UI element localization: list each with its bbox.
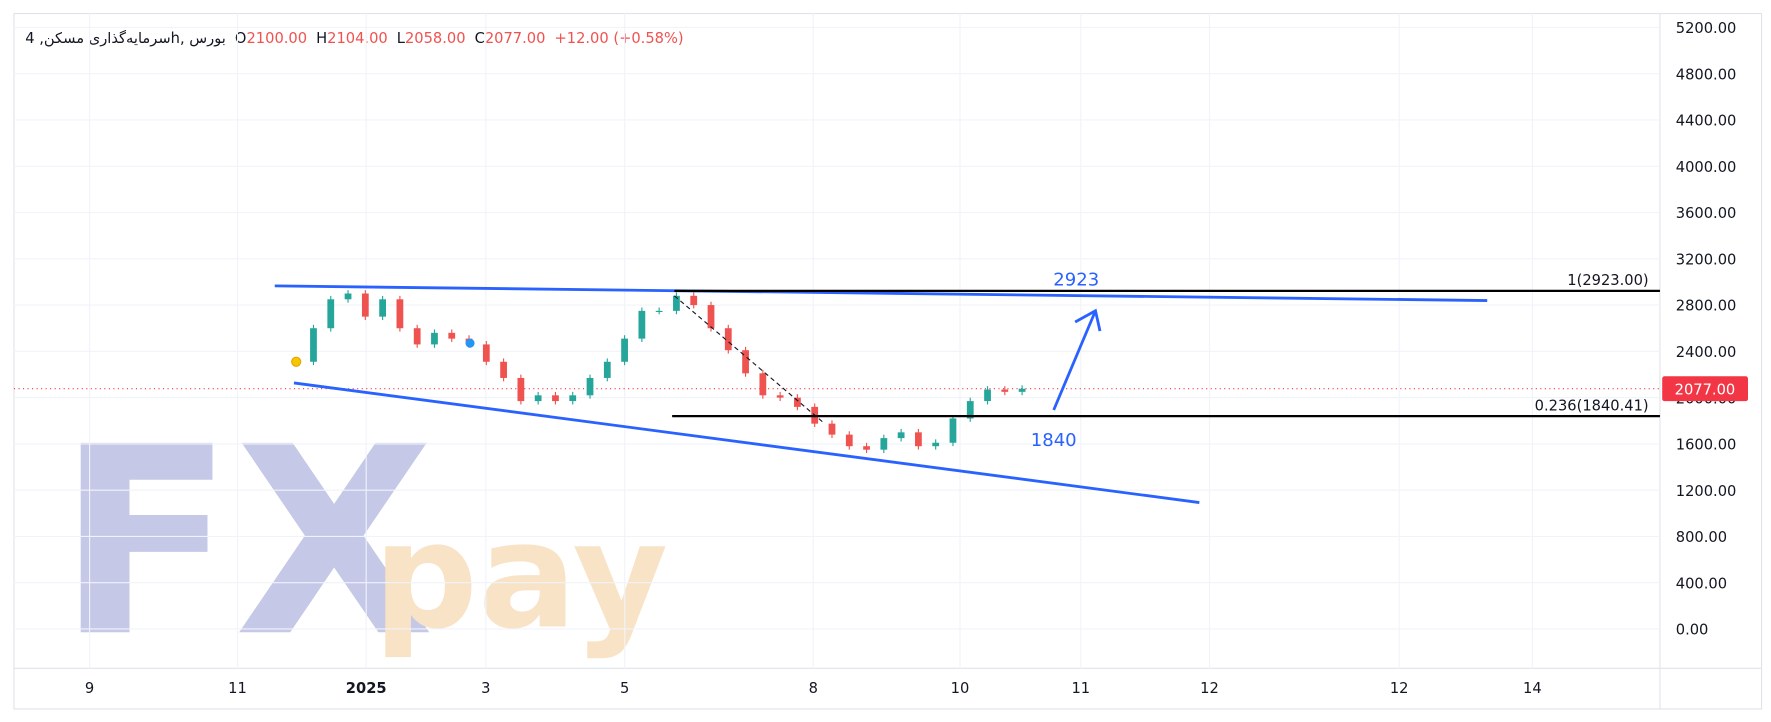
y-tick-label: 400.00 (1676, 575, 1727, 592)
symbol: سرمایه‌گذاری مسکن, 4h, بورس (25, 29, 226, 47)
ohlc-key: O (235, 30, 247, 47)
y-tick-label: 4800.00 (1676, 66, 1737, 83)
x-tick-label: 9 (85, 680, 94, 697)
marker (465, 338, 475, 348)
candle-body (569, 395, 577, 402)
frame (13, 12, 1763, 710)
x-tick-label: 5 (620, 680, 629, 697)
header: سرمایه‌گذاری مسکن, 4h, بورس O2100.00 H2104… (25, 29, 683, 47)
candle-body (794, 397, 801, 407)
candle-body (379, 299, 387, 317)
candle-body (638, 310, 646, 339)
y-tick-label: 5200.00 (1676, 20, 1737, 37)
fib-label: 0.236(1840.41) (1535, 397, 1649, 414)
y-tick-label: 3600.00 (1676, 205, 1737, 222)
y-tick-label: 1200.00 (1676, 483, 1737, 500)
candle-body (482, 344, 490, 362)
trendline (274, 284, 1488, 302)
candle-body (845, 434, 853, 447)
ohlc-value: 2077.00 (485, 30, 546, 47)
candle-body (759, 373, 767, 396)
candle-body (690, 295, 698, 306)
candle-body (534, 395, 542, 402)
candle-body (396, 299, 404, 329)
x-tick-label: 2025 (346, 680, 387, 697)
candle-body (1018, 388, 1026, 392)
ohlc-key: C (475, 30, 485, 47)
y-tick-label: 2800.00 (1676, 298, 1737, 315)
x-tick-label: 10 (951, 680, 970, 697)
candle-body (413, 328, 421, 345)
watermark-fx: FX (57, 392, 435, 694)
candle-start (291, 356, 302, 367)
change: +12.00 (+0.58%) (554, 30, 683, 47)
watermark: FX pay (57, 392, 668, 694)
arrow-shaft (1052, 310, 1097, 411)
x-tick-label: 12 (1200, 680, 1219, 697)
x-tick-label: 12 (1390, 680, 1409, 697)
y-tick-label: 4000.00 (1676, 159, 1737, 176)
target-label: 2923 (1053, 270, 1099, 291)
candle-body (966, 401, 974, 419)
x-tick-label: 3 (481, 680, 490, 697)
candle-body (828, 423, 836, 435)
candle-body (655, 310, 663, 312)
candle-body (586, 377, 594, 396)
candle-body (327, 299, 335, 329)
candle-body (776, 395, 784, 398)
candle-body (517, 377, 525, 402)
x-tick-label: 11 (1071, 680, 1090, 697)
trendline (293, 381, 1200, 504)
candle-body (880, 438, 888, 450)
candle-body (552, 395, 559, 402)
ohlc-value: 2058.00 (405, 30, 466, 47)
candle-body (949, 418, 957, 443)
y-tick-label: 3200.00 (1676, 251, 1737, 268)
y-tick-label: 800.00 (1676, 529, 1727, 546)
last-price-label: 2077.00 (1675, 381, 1736, 398)
candle-body (932, 442, 940, 447)
candle-body (915, 432, 922, 447)
ohlc-key: H (316, 30, 327, 47)
y-tick-label: 1600.00 (1676, 437, 1737, 454)
candle-body (310, 328, 317, 362)
candle-body (448, 332, 456, 339)
candle-body (897, 432, 905, 439)
x-tick-label: 14 (1523, 680, 1542, 697)
candle-body (603, 361, 611, 378)
ohlc-key: L (397, 30, 406, 47)
candle-body (431, 332, 438, 345)
x-tick-label: 8 (809, 680, 818, 697)
y-tick-label: 4400.00 (1676, 113, 1737, 130)
arrow-head (1074, 308, 1102, 332)
candle-body (673, 295, 680, 311)
last-price-tag (1662, 376, 1749, 402)
ohlc-value: 2104.00 (327, 30, 388, 47)
candle-body (724, 328, 732, 351)
dashed-line (674, 295, 825, 424)
candle-body (984, 389, 991, 402)
candle-body (621, 338, 628, 362)
header-text: سرمایه‌گذاری مسکن, 4h, بورس O2100.00 H2104… (25, 29, 683, 47)
candle-body (863, 446, 870, 450)
fib-label: 1(2923.00) (1567, 272, 1648, 289)
target-label: 1840 (1031, 430, 1077, 451)
candle-body (1001, 389, 1009, 392)
ohlc-value: 2100.00 (246, 30, 307, 47)
x-tick-label: 11 (228, 680, 247, 697)
y-tick-label: 2400.00 (1676, 344, 1737, 361)
candle-body (361, 293, 369, 317)
watermark-pay: pay (373, 491, 668, 662)
candle-body (344, 293, 352, 300)
candle-body (707, 305, 715, 329)
y-tick-label: 0.00 (1676, 622, 1709, 639)
candle-body (742, 350, 749, 374)
candle-body (500, 361, 507, 378)
